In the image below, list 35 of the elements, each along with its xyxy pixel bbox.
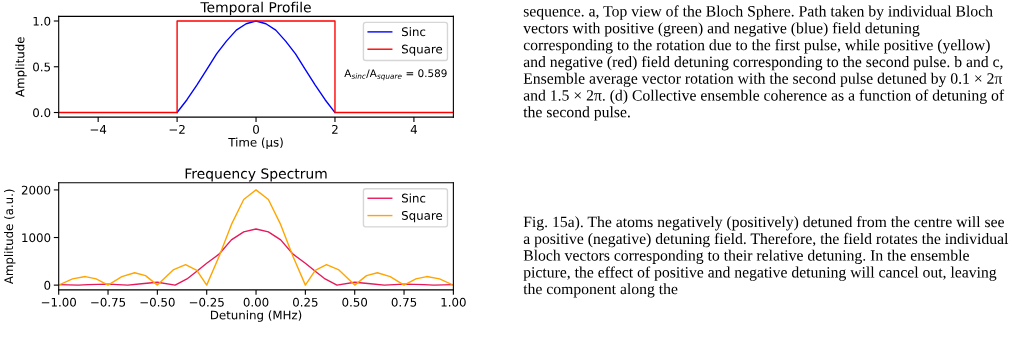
x-tick-label: 0 <box>253 124 260 134</box>
x-tick-label: 0.00 <box>243 297 269 307</box>
annotation: A$_{sinc}$/A$_{square}$ = 0.589 <box>344 69 447 81</box>
x-tick-label: −0.50 <box>140 297 175 307</box>
chart-title: Temporal Profile <box>200 1 311 16</box>
line-series <box>176 20 336 114</box>
x-tick-label: 0.25 <box>293 297 318 307</box>
text: sequence. a, Top view of the Bloch Sphere. Path taken by individual Bloch vectors with positive (green) and negative (blue) field detuning corresponding to the rotation due to the first pulse, while positive (yellow) and negative (red) field detuning corresponding to the second pulse. b and c, Ensemble average vector rotation with the second pulse detuned by 0.1 × 2π and 1.5 × 2π. (d) Collective ensemble coherence as a function of detuning of the second pulse. <box>523 5 1005 121</box>
x-tick-label: −0.75 <box>91 297 126 307</box>
x-axis-title: Time (µs) <box>228 137 283 149</box>
x-tick-label: 0.75 <box>391 297 417 307</box>
y-tick-label: 1000 <box>22 233 51 243</box>
caption: Fig. 15a). The atoms negatively (positively) detuned from the centre will see a positive (negative) detuning field. Therefore, the field rotates the individual Bloch vectors corresponding to their relative detuning. In the ensemble picture, the effect of positive and negative detuning will cancel out, leaving the component along the <box>523 215 1009 298</box>
y-tick-label: 0.0 <box>33 108 51 118</box>
legend-label: Sinc <box>401 27 426 37</box>
x-tick-label: 0.50 <box>342 297 368 307</box>
legend-label: Square <box>401 44 443 56</box>
legend-label: Sinc <box>401 193 426 203</box>
x-axis-title: Detuning (MHz) <box>210 310 302 322</box>
y-tick-label: 0 <box>44 280 51 290</box>
x-tick-label: 1.00 <box>441 297 466 307</box>
y-tick-label: 2000 <box>21 185 51 195</box>
x-tick-label: −4 <box>90 125 107 134</box>
y-tick-label: 0.5 <box>33 62 51 72</box>
y-axis-title: Amplitude (a.u.) <box>4 189 16 285</box>
x-tick-label: −2 <box>169 124 185 134</box>
x-tick-label: 4 <box>410 125 417 134</box>
x-tick-label: −1.00 <box>41 297 76 307</box>
y-axis-title: Amplitude <box>15 37 27 97</box>
y-tick-label: 1.0 <box>33 16 51 26</box>
chart-title: Frequency Spectrum <box>185 168 327 182</box>
legend-label: Square <box>401 210 443 223</box>
x-tick-label: −0.25 <box>189 297 224 307</box>
x-tick-label: 2 <box>332 124 338 134</box>
line-series <box>58 189 454 286</box>
